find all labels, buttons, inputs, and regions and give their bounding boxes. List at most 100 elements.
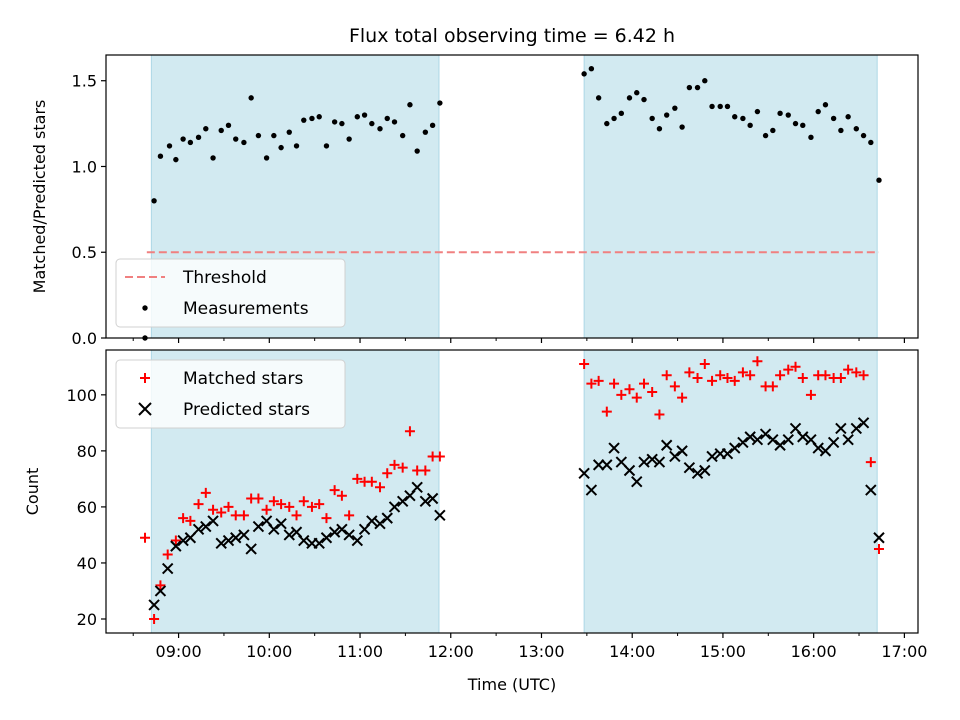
- measurement-point: [679, 124, 685, 130]
- predicted-point: [388, 501, 401, 513]
- predicted-point: [177, 534, 189, 547]
- predicted-point: [161, 562, 174, 575]
- matched-point: [767, 381, 778, 392]
- series-matched-stars: [140, 356, 884, 624]
- predicted-point: [850, 422, 863, 435]
- matched-point: [586, 378, 597, 389]
- measurement-point: [754, 108, 761, 115]
- matched-point: [865, 457, 876, 468]
- matched-point: [737, 367, 748, 378]
- matched-point: [745, 370, 756, 381]
- measurement-point: [195, 134, 202, 141]
- matched-point: [397, 462, 408, 473]
- matched-point: [253, 493, 264, 504]
- matched-point: [639, 378, 650, 389]
- measurement-point: [724, 103, 731, 110]
- measurement-point: [293, 143, 300, 149]
- legend-box: [115, 258, 346, 328]
- predicted-point: [759, 428, 772, 440]
- measurement-point: [323, 143, 330, 149]
- measurement-point: [830, 115, 837, 122]
- matched-point: [677, 392, 688, 403]
- measurement-point: [255, 132, 262, 139]
- predicted-point: [601, 459, 613, 471]
- predicted-point: [200, 520, 212, 533]
- measurement-point: [422, 129, 429, 135]
- bottom-panel-counts: 09:00 10:00 11:00 12:00 13:00 14:00 15:00 16:00…: [23, 349, 927, 694]
- predicted-point: [411, 481, 423, 494]
- matched-point: [155, 580, 166, 591]
- matched-point: [661, 370, 672, 381]
- legend-label: Threshold: [182, 268, 267, 288]
- predicted-point: [207, 515, 219, 527]
- predicted-point: [660, 439, 673, 451]
- series-predicted-stars: [148, 417, 885, 611]
- measurement-point: [868, 139, 874, 146]
- matched-point: [654, 409, 665, 420]
- measurement-point: [611, 115, 617, 122]
- predicted-point: [691, 467, 704, 479]
- measurement-point: [732, 114, 738, 120]
- measurement-point: [166, 143, 173, 149]
- matched-point: [140, 532, 151, 543]
- matched-point: [261, 504, 272, 515]
- measurement-point: [792, 120, 799, 127]
- predicted-point: [283, 529, 295, 541]
- measurement-point: [656, 126, 663, 132]
- observing-window-2: [583, 54, 878, 339]
- bottom-x-ticks: 09:00 10:00 11:00 12:00 13:00 14:00 15:00 16:00…: [132, 633, 927, 661]
- matched-point: [624, 384, 635, 395]
- matched-point: [790, 361, 801, 372]
- measurement-point: [407, 102, 413, 108]
- predicted-point: [275, 518, 287, 530]
- y-tick-label: 1.0: [72, 157, 97, 176]
- measurement-point: [203, 126, 209, 132]
- y-tick-label: 80: [77, 442, 97, 461]
- measurement-point: [747, 122, 753, 129]
- top-y-axis-label: Matched/Predicted stars: [30, 100, 49, 294]
- matched-point: [223, 501, 234, 512]
- measurements-series: [142, 66, 882, 341]
- predicted-point: [857, 417, 870, 429]
- measurement-point: [740, 115, 746, 122]
- predicted-point: [148, 599, 160, 611]
- predicted-point: [154, 585, 167, 597]
- matched-point: [699, 359, 710, 370]
- measurement-point: [399, 132, 406, 139]
- measurement-point: [173, 156, 179, 163]
- predicted-point: [336, 523, 348, 536]
- bottom-x-axis-label: Time (UTC): [467, 675, 556, 694]
- y-tick-label: 100: [66, 386, 97, 405]
- matched-point: [692, 373, 703, 384]
- matched-point: [616, 389, 627, 400]
- matched-point: [200, 487, 211, 498]
- predicted-point: [842, 433, 854, 446]
- measurement-point: [437, 100, 443, 106]
- measurement-point: [649, 115, 655, 122]
- matched-point: [707, 375, 718, 386]
- matched-point: [752, 356, 763, 367]
- matched-point: [306, 501, 317, 512]
- matched-point: [609, 378, 620, 389]
- predicted-point: [222, 534, 235, 547]
- matched-point: [797, 373, 808, 384]
- legend-label: Measurements: [183, 299, 309, 319]
- measurement-point: [263, 155, 270, 161]
- measurement-point: [271, 132, 277, 139]
- matched-point: [389, 459, 400, 470]
- measurement-point: [369, 120, 375, 127]
- matched-point: [291, 510, 302, 521]
- bottom-axes-frame: [105, 349, 919, 634]
- predicted-point: [653, 456, 666, 468]
- predicted-point: [782, 433, 794, 446]
- predicted-point: [366, 515, 378, 527]
- predicted-point: [721, 447, 734, 460]
- legend-label: Matched stars: [183, 369, 303, 389]
- matched-point: [149, 613, 160, 624]
- predicted-point: [744, 431, 756, 443]
- predicted-point: [865, 484, 877, 496]
- predicted-point: [774, 439, 786, 451]
- y-tick-label: 0.0: [72, 329, 97, 348]
- measurement-point: [157, 153, 164, 159]
- x-tick-label: 15:00: [700, 642, 746, 661]
